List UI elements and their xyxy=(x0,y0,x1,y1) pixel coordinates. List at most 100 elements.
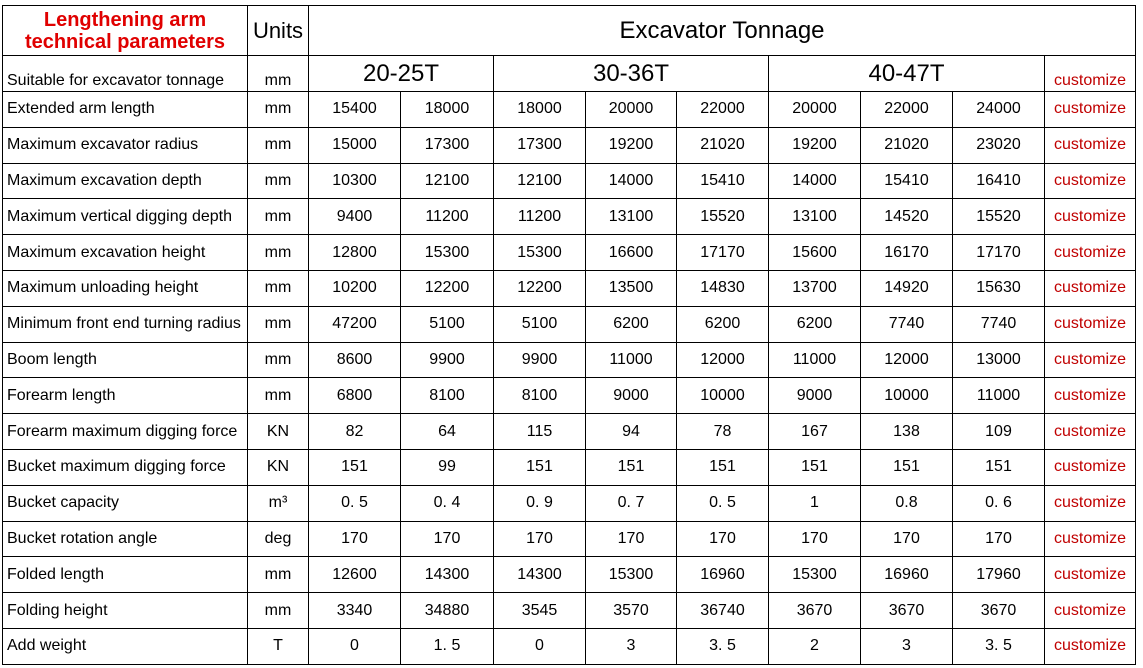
title-cell: Lengthening arm technical parameters xyxy=(2,5,248,56)
value-cell: 16600 xyxy=(585,234,677,271)
value-cell: 3 xyxy=(585,627,677,665)
value-cell: 3670 xyxy=(952,592,1045,629)
value-cell: 7740 xyxy=(860,305,953,343)
value-cell: 6200 xyxy=(768,305,861,343)
header-row: Lengthening arm technical parameters Uni… xyxy=(2,5,1137,56)
value-cell: 13100 xyxy=(768,198,861,236)
data-row: Maximum vertical digging depth mm 9400 1120… xyxy=(2,198,1137,236)
value-cell: 170 xyxy=(768,520,861,558)
value-cell: 18000 xyxy=(493,91,586,128)
value-cell: 22000 xyxy=(676,91,769,128)
value-cell: 13000 xyxy=(952,341,1045,379)
value-cell: 138 xyxy=(860,413,953,450)
value-cell: 3570 xyxy=(585,592,677,629)
value-cell: 21020 xyxy=(860,126,953,164)
value-cell: 151 xyxy=(585,448,677,486)
title-line: Lengthening arm xyxy=(43,8,207,31)
tonnage-group: 30-36T xyxy=(493,55,769,92)
data-row: Maximum excavation depth mm 10300 12100 1210… xyxy=(2,162,1137,200)
unit-cell: mm xyxy=(247,377,309,415)
value-cell: 12200 xyxy=(493,269,586,307)
value-cell: 15300 xyxy=(768,556,861,594)
value-cell: 12000 xyxy=(676,341,769,379)
value-cell: 1 xyxy=(768,484,861,522)
value-cell: 109 xyxy=(952,413,1045,450)
value-cell: 17170 xyxy=(676,234,769,271)
unit-cell: mm xyxy=(247,91,309,128)
row-label: Suitable for excavator tonnage xyxy=(2,55,248,92)
unit-cell: mm xyxy=(247,592,309,629)
value-cell: 99 xyxy=(400,448,494,486)
value-cell: 12100 xyxy=(493,162,586,200)
data-row: Bucket capacity m³ 0. 5 0. 4 0. 9 0. 7 0. 5 1 0.… xyxy=(2,484,1137,522)
value-cell: 151 xyxy=(860,448,953,486)
value-cell: 0. 5 xyxy=(676,484,769,522)
value-cell: 19200 xyxy=(768,126,861,164)
value-cell: 14520 xyxy=(860,198,953,236)
customize-cell: customize xyxy=(1043,592,1137,629)
value-cell: 12800 xyxy=(308,234,401,271)
value-cell: 15600 xyxy=(768,234,861,271)
data-row: Bucket rotation angle deg 170 170 170 170 170 1… xyxy=(2,520,1137,558)
value-cell: 34880 xyxy=(400,592,494,629)
data-row: Maximum excavator radius mm 15000 17300 1730… xyxy=(2,126,1137,164)
customize-cell: customize xyxy=(1043,162,1137,200)
value-cell: 170 xyxy=(860,520,953,558)
data-row: Extended arm length mm 15400 18000 18000 2000… xyxy=(2,91,1137,128)
customize-cell: customize xyxy=(1043,234,1137,271)
customize-cell: customize xyxy=(1043,126,1137,164)
row-label: Boom length xyxy=(2,341,248,379)
value-cell: 0. 9 xyxy=(493,484,586,522)
value-cell: 14000 xyxy=(585,162,677,200)
value-cell: 15300 xyxy=(585,556,677,594)
row-label: Maximum excavation height xyxy=(2,234,248,271)
data-row: Maximum unloading height mm 10200 12200 1220… xyxy=(2,269,1137,307)
row-label: Add weight xyxy=(2,627,248,665)
row-label: Bucket maximum digging force xyxy=(2,448,248,486)
value-cell: 14300 xyxy=(400,556,494,594)
value-cell: 3670 xyxy=(768,592,861,629)
tonnage-row: Suitable for excavator tonnage mm 20-25T… xyxy=(2,55,1137,92)
unit-cell: mm xyxy=(247,126,309,164)
value-cell: 13500 xyxy=(585,269,677,307)
value-cell: 7740 xyxy=(952,305,1045,343)
value-cell: 20000 xyxy=(768,91,861,128)
value-cell: 3670 xyxy=(860,592,953,629)
data-row: Folded length mm 12600 14300 14300 15300 16960… xyxy=(2,556,1137,594)
value-cell: 36740 xyxy=(676,592,769,629)
data-row: Add weight T 0 1. 5 0 3 3. 5 2 3 3. 5 customize xyxy=(2,627,1137,665)
unit-cell: mm xyxy=(247,341,309,379)
value-cell: 0.8 xyxy=(860,484,953,522)
row-label: Maximum unloading height xyxy=(2,269,248,307)
value-cell: 23020 xyxy=(952,126,1045,164)
value-cell: 20000 xyxy=(585,91,677,128)
data-row: Boom length mm 8600 9900 9900 11000 12000 11000… xyxy=(2,341,1137,379)
unit-cell: KN xyxy=(247,448,309,486)
value-cell: 3340 xyxy=(308,592,401,629)
unit-cell: mm xyxy=(247,269,309,307)
value-cell: 15520 xyxy=(952,198,1045,236)
value-cell: 11200 xyxy=(400,198,494,236)
data-row: Maximum excavation height mm 12800 15300 153… xyxy=(2,234,1137,271)
data-row: Bucket maximum digging force KN 151 99 151 15… xyxy=(2,448,1137,486)
value-cell: 12200 xyxy=(400,269,494,307)
value-cell: 151 xyxy=(493,448,586,486)
data-row: Folding height mm 3340 34880 3545 3570 36740 36… xyxy=(2,592,1137,629)
value-cell: 64 xyxy=(400,413,494,450)
customize-cell: customize xyxy=(1043,91,1137,128)
value-cell: 151 xyxy=(308,448,401,486)
value-cell: 13100 xyxy=(585,198,677,236)
value-cell: 15300 xyxy=(400,234,494,271)
value-cell: 6800 xyxy=(308,377,401,415)
value-cell: 15410 xyxy=(860,162,953,200)
value-cell: 5100 xyxy=(493,305,586,343)
value-cell: 22000 xyxy=(860,91,953,128)
value-cell: 2 xyxy=(768,627,861,665)
value-cell: 78 xyxy=(676,413,769,450)
value-cell: 17960 xyxy=(952,556,1045,594)
value-cell: 0 xyxy=(493,627,586,665)
value-cell: 82 xyxy=(308,413,401,450)
row-label: Forearm maximum digging force xyxy=(2,413,248,450)
value-cell: 151 xyxy=(952,448,1045,486)
value-cell: 14920 xyxy=(860,269,953,307)
